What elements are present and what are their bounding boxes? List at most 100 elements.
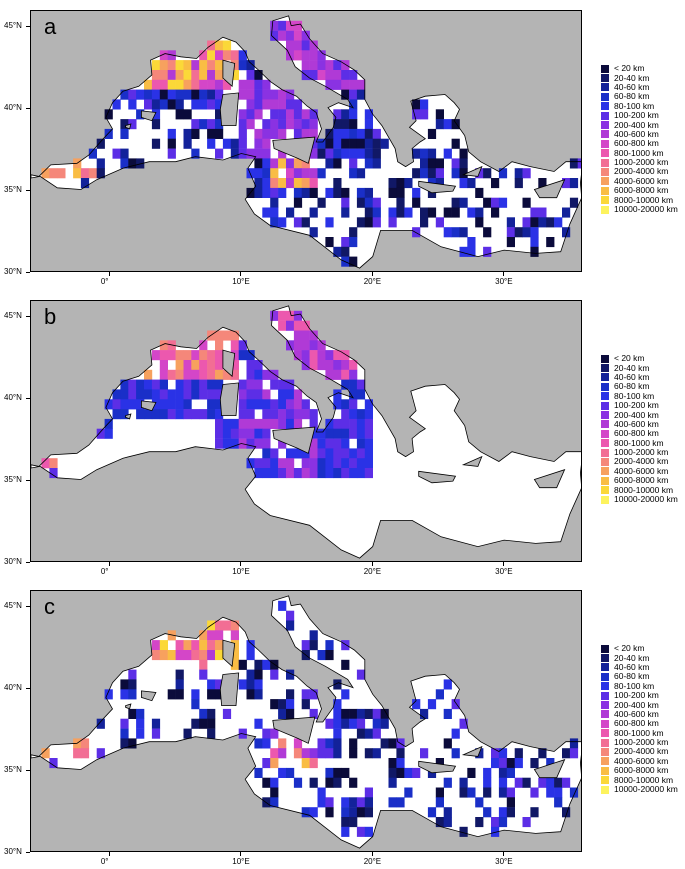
grid-cell [349, 89, 358, 100]
grid-cell [191, 389, 200, 400]
grid-cell [333, 718, 342, 729]
grid-cell [191, 699, 200, 710]
grid-cell [325, 418, 334, 429]
legend-label: 600-800 km [614, 428, 659, 439]
legend-swatch [601, 654, 609, 663]
grid-cell [270, 89, 279, 100]
grid-cell [270, 20, 279, 31]
grid-cell [120, 728, 129, 739]
grid-cell [199, 659, 208, 670]
grid-cell [286, 610, 295, 621]
island [461, 745, 483, 757]
grid-cell [577, 158, 581, 169]
grid-cell [372, 748, 381, 759]
legend-swatch [601, 121, 609, 130]
grid-cell [278, 158, 287, 169]
grid-cell [301, 60, 310, 71]
grid-cell [80, 168, 90, 179]
grid-cell [175, 70, 184, 81]
grid-cell [349, 458, 358, 469]
grid-cell [356, 138, 366, 149]
grid-cell [199, 369, 208, 380]
grid-cell [270, 418, 279, 429]
legend-swatch [601, 644, 609, 653]
legend-swatch [601, 83, 609, 92]
grid-cell [215, 360, 224, 371]
grid-cell [270, 699, 279, 710]
grid-cell [278, 148, 287, 159]
grid-cell [222, 40, 232, 51]
grid-cell [349, 797, 358, 808]
grid-cell [207, 89, 216, 100]
grid-cell [364, 787, 373, 798]
grid-cell [167, 689, 176, 700]
grid-cell [151, 718, 161, 729]
grid-cell [349, 369, 358, 380]
grid-cell [498, 767, 508, 778]
grid-cell [278, 320, 287, 331]
grid-cell [270, 168, 279, 179]
grid-cell [238, 389, 247, 400]
legend-swatch [601, 663, 609, 672]
grid-cell [270, 99, 279, 110]
grid-cell [451, 158, 460, 169]
legend-label: 8000-10000 km [614, 484, 674, 495]
grid-cell [467, 207, 476, 218]
grid-cell [443, 777, 452, 788]
grid-cell [112, 99, 121, 110]
grid-cell [427, 158, 437, 169]
grid-cell [420, 217, 429, 228]
grid-cell [215, 679, 224, 690]
grid-cell [491, 817, 500, 828]
legend-label: 600-800 km [614, 718, 659, 729]
island [141, 400, 157, 412]
grid-cell [309, 227, 318, 238]
grid-cell [396, 797, 405, 808]
grid-cell [286, 168, 295, 179]
grid-cell [159, 369, 168, 380]
grid-cell [293, 40, 303, 51]
grid-cell [293, 109, 303, 120]
grid-cell [372, 128, 381, 139]
grid-cell [562, 178, 571, 189]
grid-cell [215, 409, 224, 420]
grid-cell [309, 758, 318, 769]
grid-cell [325, 468, 334, 479]
grid-cell [451, 119, 460, 130]
grid-cell [286, 158, 295, 169]
grid-cell [278, 379, 287, 390]
grid-cell [412, 148, 421, 159]
grid-cell [301, 409, 310, 420]
grid-cell [230, 340, 239, 351]
grid-cell [175, 89, 184, 100]
grid-cell [317, 70, 326, 81]
latitude-tick-label: 40°N [4, 103, 22, 113]
grid-cell [270, 30, 279, 41]
legend-entry: 6000-8000 km [601, 186, 678, 195]
grid-cell [451, 728, 460, 739]
grid-cell [459, 227, 468, 238]
grid-cell [427, 148, 437, 159]
distance-grid-map [31, 15, 581, 269]
grid-cell [151, 399, 161, 410]
legend-swatch [601, 429, 609, 438]
grid-cell [404, 767, 413, 778]
grid-cell [80, 738, 90, 749]
grid-cell [151, 650, 161, 661]
grid-cell [506, 767, 515, 778]
island [219, 92, 240, 126]
grid-cell [530, 207, 539, 218]
grid-cell [325, 158, 334, 169]
island [461, 455, 483, 467]
grid-cell [270, 458, 279, 469]
grid-cell [286, 389, 295, 400]
grid-cell [238, 138, 247, 149]
legend-entry: 60-80 km [601, 672, 678, 681]
grid-cell [128, 689, 137, 700]
grid-cell [207, 399, 216, 410]
grid-cell [151, 119, 161, 130]
grid-cell [293, 30, 303, 41]
grid-cell [569, 787, 579, 798]
grid-cell [254, 428, 263, 439]
latitude-tick-mark [26, 272, 30, 273]
